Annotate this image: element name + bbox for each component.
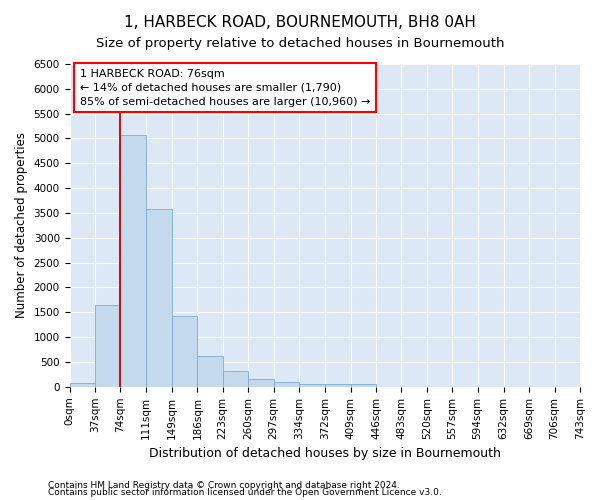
Bar	[325, 384, 350, 387]
Bar	[172, 316, 197, 387]
Bar	[95, 305, 121, 387]
Bar	[299, 384, 325, 387]
Text: Contains public sector information licensed under the Open Government Licence v3: Contains public sector information licen…	[48, 488, 442, 497]
Bar	[70, 383, 95, 387]
Bar	[121, 134, 146, 387]
Text: 1, HARBECK ROAD, BOURNEMOUTH, BH8 0AH: 1, HARBECK ROAD, BOURNEMOUTH, BH8 0AH	[124, 15, 476, 30]
Bar	[350, 384, 376, 387]
Text: 1 HARBECK ROAD: 76sqm
← 14% of detached houses are smaller (1,790)
85% of semi-d: 1 HARBECK ROAD: 76sqm ← 14% of detached …	[80, 69, 370, 107]
Bar	[197, 356, 223, 387]
Bar	[274, 382, 299, 387]
Text: Size of property relative to detached houses in Bournemouth: Size of property relative to detached ho…	[96, 38, 504, 51]
Bar	[248, 379, 274, 387]
Bar	[223, 372, 248, 387]
Bar	[146, 209, 172, 387]
X-axis label: Distribution of detached houses by size in Bournemouth: Distribution of detached houses by size …	[149, 447, 501, 460]
Y-axis label: Number of detached properties: Number of detached properties	[15, 132, 28, 318]
Text: Contains HM Land Registry data © Crown copyright and database right 2024.: Contains HM Land Registry data © Crown c…	[48, 480, 400, 490]
